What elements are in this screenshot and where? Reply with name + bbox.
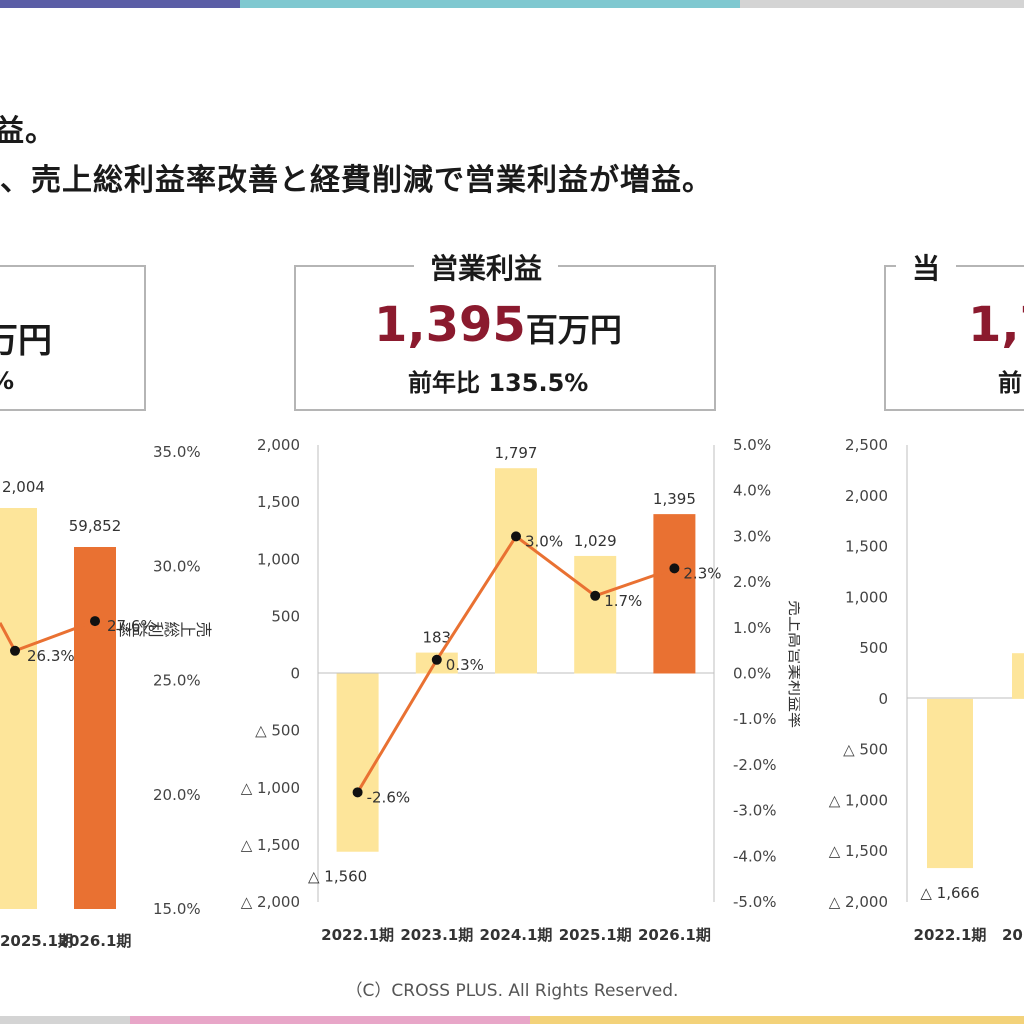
top-color-bar xyxy=(0,0,1024,8)
c1-line-point xyxy=(90,616,100,627)
headline-line-2: 、売上総利益率改善と経費削減で営業利益が増益。 xyxy=(0,163,713,198)
c2-line-point xyxy=(431,654,442,665)
c3-y-tick-label: △ 1,500 xyxy=(829,842,888,860)
c2-y-tick-label: △ 500 xyxy=(255,722,300,740)
c1-bar-label: 2,004 xyxy=(2,478,45,496)
c2-y2-tick-label: 1.0% xyxy=(733,619,771,637)
c2-y2-tick-label: -4.0% xyxy=(733,847,777,865)
c2-bar xyxy=(336,673,379,852)
c1-y2-tick-label: 20.0% xyxy=(153,786,201,804)
c1-y2-axis-label: 売上総利益率 xyxy=(116,619,212,638)
c2-y2-tick-label: 3.0% xyxy=(733,527,771,545)
kpi-operating-profit-value: 1,395 xyxy=(374,297,526,353)
c2-y2-tick-label: -3.0% xyxy=(733,802,777,820)
c3-y-tick-label: 2,000 xyxy=(845,487,888,505)
kpi-box-right: 当 1,7 前 xyxy=(884,247,1024,411)
c1-y2-tick-label: 35.0% xyxy=(153,443,201,461)
c2-category-label: 2025.1期 xyxy=(559,926,632,944)
c2-bar-label: 1,029 xyxy=(574,532,617,550)
c1-line-label: 27.6% xyxy=(107,617,155,635)
kpi-left-yoy: % xyxy=(0,367,14,395)
c2-category-label: 2024.1期 xyxy=(480,926,553,944)
c3-y-tick-label: 500 xyxy=(859,639,888,657)
kpi-operating-profit-yoy: 前年比 135.5% xyxy=(408,369,589,397)
c2-y-tick-label: △ 1,000 xyxy=(241,779,300,797)
c2-line-label: -2.6% xyxy=(367,788,411,806)
c2-line-label: 1.7% xyxy=(604,592,642,610)
c2-bar xyxy=(495,468,537,674)
c3-y-tick-label: 1,500 xyxy=(845,538,888,556)
kpi-right-value: 1,7 xyxy=(968,297,1024,353)
c1-y2-tick-label: 30.0% xyxy=(153,557,201,575)
bottom-color-bar xyxy=(0,1016,1024,1024)
c2-y-tick-label: 1,000 xyxy=(257,550,300,568)
c2-bar xyxy=(574,555,617,674)
c2-bar-label: 183 xyxy=(422,629,451,647)
c2-line-point xyxy=(590,590,601,601)
kpi-right-yoy: 前 xyxy=(998,369,1022,397)
c2-y2-tick-label: 2.0% xyxy=(733,573,771,591)
c2-y-tick-label: 1,500 xyxy=(257,493,300,511)
c2-y2-tick-label: -1.0% xyxy=(733,710,777,728)
c2-line-point xyxy=(511,531,521,542)
chart-operating-profit: 2,000 1,500 1,000 500 0 △ 500 △ 1,000 △ 1,500 △ … xyxy=(241,436,800,944)
c3-bar-label: △ 1,666 xyxy=(920,884,979,902)
c3-bar xyxy=(927,698,973,869)
kpi-box-left: 万円 % xyxy=(0,265,146,411)
c3-y-tick-label: 1,000 xyxy=(845,588,888,606)
c2-category-label: 2026.1期 xyxy=(638,926,711,944)
c3-bar xyxy=(1012,653,1024,699)
c1-bar xyxy=(0,508,37,909)
chart-net-profit: 2,500 2,000 1,500 1,000 500 0 △ 500 △ 1,000 △ 1,… xyxy=(829,436,1024,944)
kpi-right-label: 当 xyxy=(896,247,957,287)
c2-line-point xyxy=(669,563,680,574)
c2-bar-label: 1,395 xyxy=(653,490,696,508)
c2-bar-label: 1,797 xyxy=(495,444,538,462)
c1-bar xyxy=(74,547,116,909)
c3-category-label: 2022.1期 xyxy=(914,926,987,944)
c1-category-label: 2025.1期 xyxy=(0,932,73,950)
c1-y2-tick-label: 15.0% xyxy=(153,900,201,918)
c2-bar-label: △ 1,560 xyxy=(308,868,367,886)
kpi-operating-profit-label: 営業利益 xyxy=(414,247,559,287)
c2-y-tick-label: 500 xyxy=(271,607,300,625)
c2-y-tick-label: 2,000 xyxy=(257,436,300,454)
c1-line-label: 26.3% xyxy=(27,647,75,665)
c1-bar-label: 59,852 xyxy=(69,517,122,535)
c2-y2-tick-label: 5.0% xyxy=(733,436,771,454)
kpi-left-unit: 万円 xyxy=(0,321,52,361)
c2-category-label: 2022.1期 xyxy=(321,926,394,944)
c1-category-label: 2026.1期 xyxy=(59,932,132,950)
c2-y2-tick-label: -5.0% xyxy=(733,893,777,911)
c2-y2-tick-label: 0.0% xyxy=(733,665,771,683)
c2-line-label: 2.3% xyxy=(683,564,721,582)
copyright: （C）CROSS PLUS. All Rights Reserved. xyxy=(345,981,679,1001)
kpi-box-operating-profit: 営業利益 1,395百万円 前年比 135.5% xyxy=(294,247,716,411)
c2-line-label: 0.3% xyxy=(446,656,484,674)
c3-y-tick-label: △ 1,000 xyxy=(829,791,888,809)
c2-y2-axis-label: 売上高営業利益率 xyxy=(786,600,800,728)
c2-line-point xyxy=(352,787,363,798)
c2-category-label: 2023.1期 xyxy=(400,926,473,944)
headline-line-1: 益。 xyxy=(0,114,56,149)
kpi-operating-profit-unit: 百万円 xyxy=(525,311,622,349)
c2-y-tick-label: 0 xyxy=(290,665,300,683)
c2-y-tick-label: △ 1,500 xyxy=(241,836,300,854)
c1-line-point xyxy=(10,645,20,656)
c3-y-tick-label: △ 500 xyxy=(843,741,888,759)
c2-y2-tick-label: -2.0% xyxy=(733,756,777,774)
c3-category-label: 20 xyxy=(1002,926,1023,944)
c2-line-label: 3.0% xyxy=(525,532,563,550)
c2-y-tick-label: △ 2,000 xyxy=(241,893,300,911)
c3-y-tick-label: 2,500 xyxy=(845,436,888,454)
c3-y-tick-label: 0 xyxy=(878,690,888,708)
c1-y2-tick-label: 25.0% xyxy=(153,672,201,690)
c2-bar xyxy=(653,514,696,674)
c3-y-tick-label: △ 2,000 xyxy=(829,893,888,911)
chart-gross-profit: 35.0% 30.0% 25.0% 20.0% 15.0% 売上総利益率 2,004 59… xyxy=(0,443,212,950)
c2-y2-tick-label: 4.0% xyxy=(733,482,771,500)
